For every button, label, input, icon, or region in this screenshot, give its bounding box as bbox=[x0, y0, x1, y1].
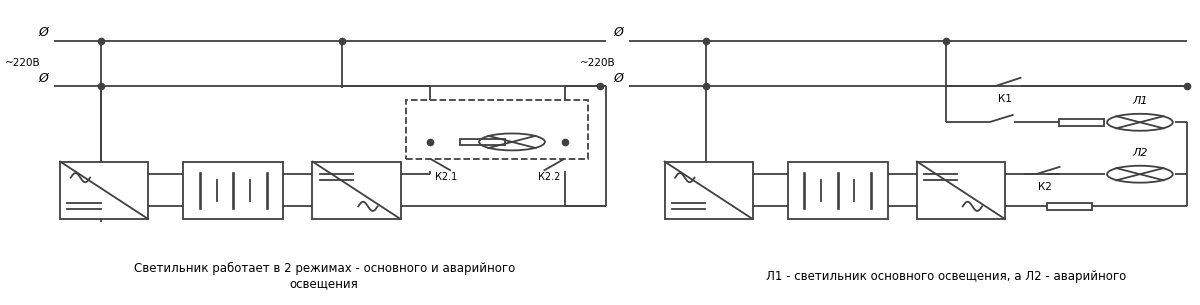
Text: Светильник работает в 2 режимах - основного и аварийного
освещения: Светильник работает в 2 режимах - основн… bbox=[133, 262, 515, 290]
Text: К2: К2 bbox=[1038, 182, 1051, 192]
Bar bbox=[407, 100, 588, 159]
Bar bbox=[312, 162, 401, 219]
Text: К2.2: К2.2 bbox=[538, 172, 560, 182]
Text: К1: К1 bbox=[998, 94, 1012, 104]
Text: Л1: Л1 bbox=[1132, 96, 1147, 106]
Text: К1.1: К1.1 bbox=[434, 116, 457, 126]
Text: ~220В: ~220В bbox=[580, 58, 616, 68]
Bar bbox=[184, 162, 283, 219]
Text: Ø: Ø bbox=[38, 71, 48, 84]
Text: К1.2: К1.2 bbox=[538, 116, 560, 126]
Bar bbox=[1058, 119, 1104, 126]
Text: Ø: Ø bbox=[613, 71, 624, 84]
Text: Ø: Ø bbox=[38, 26, 48, 39]
Text: ~220В: ~220В bbox=[5, 58, 40, 68]
Bar bbox=[788, 162, 888, 219]
Text: К2.1: К2.1 bbox=[434, 172, 457, 182]
Bar bbox=[461, 138, 505, 145]
Text: Л2: Л2 bbox=[1132, 148, 1147, 158]
Bar bbox=[60, 162, 148, 219]
Text: Л1 - светильник основного освещения, а Л2 - аварийного: Л1 - светильник основного освещения, а Л… bbox=[766, 270, 1127, 283]
Bar bbox=[917, 162, 1004, 219]
Text: Ø: Ø bbox=[613, 26, 624, 39]
Bar bbox=[1048, 203, 1092, 210]
Bar bbox=[665, 162, 752, 219]
